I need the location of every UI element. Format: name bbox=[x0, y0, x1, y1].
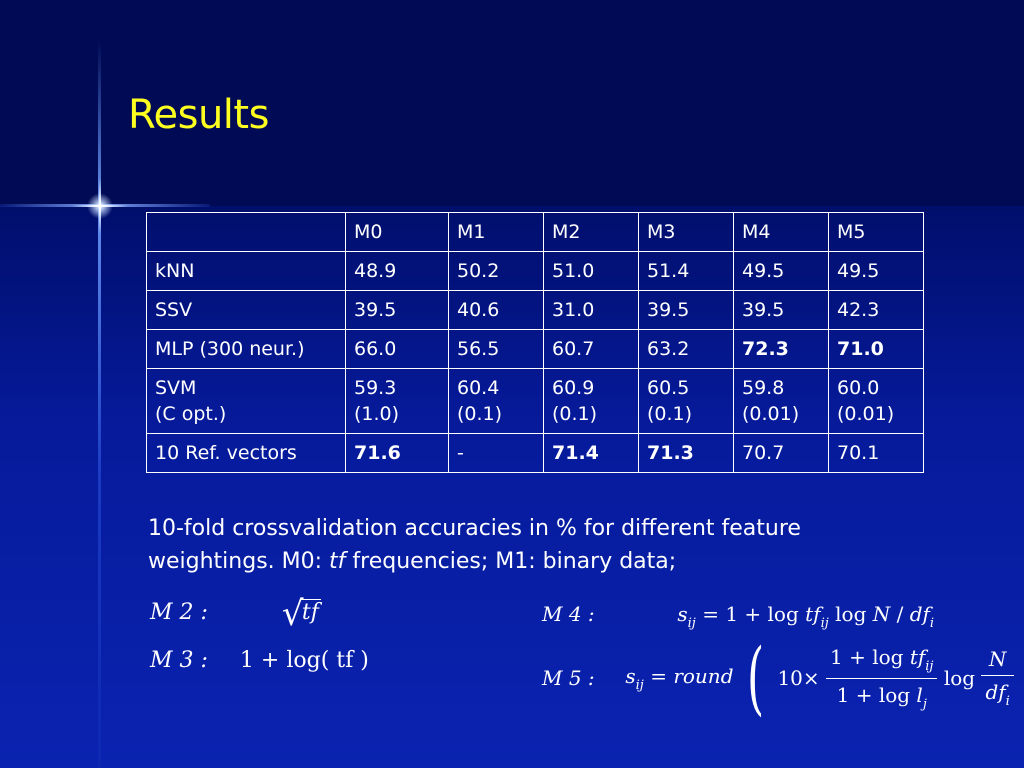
table-cell-best: 72.3 bbox=[733, 329, 829, 369]
formula-m5-label: M 5 : bbox=[542, 666, 595, 690]
formula-m4: M 4 : sij = 1 + log tfij log N / dfi bbox=[542, 602, 934, 631]
table-cell-best: 71.3 bbox=[638, 433, 734, 473]
cell-value: 59.3 bbox=[354, 377, 397, 399]
table-cell: 50.2 bbox=[448, 251, 544, 291]
table-cell: - bbox=[448, 433, 544, 473]
table-cell: 40.6 bbox=[448, 290, 544, 330]
table-header-cell: M0 bbox=[345, 212, 449, 252]
table-header-cell: M1 bbox=[448, 212, 544, 252]
caption-tf: tf bbox=[329, 549, 346, 574]
cell-param: (0.01) bbox=[837, 403, 895, 425]
table-row: SVM (C opt.) 59.3 (1.0) 60.4 (0.1) 60.9 (0.1… bbox=[146, 368, 924, 434]
row-label: SVM (C opt.) bbox=[146, 368, 346, 434]
table-cell: 42.3 bbox=[828, 290, 924, 330]
table-header-cell: M3 bbox=[638, 212, 734, 252]
formula-m5: M 5 : sij = round ( 10× 1 + log tfij 1 +… bbox=[542, 638, 1024, 718]
slide-title: Results bbox=[128, 92, 269, 138]
row-label: MLP (300 neur.) bbox=[146, 329, 346, 369]
formula-m5-factor: 10× bbox=[777, 666, 820, 690]
table-cell: 49.5 bbox=[733, 251, 829, 291]
sqrt-expression: √ tf bbox=[282, 594, 321, 634]
row-label-line1: SVM bbox=[155, 377, 197, 399]
formula-m5-log: log bbox=[943, 666, 976, 690]
table-row: SSV 39.5 40.6 31.0 39.5 39.5 42.3 bbox=[146, 290, 924, 330]
formula-m2-expr: tf bbox=[299, 599, 321, 625]
table-cell: 70.7 bbox=[733, 433, 829, 473]
cell-value: 60.9 bbox=[552, 377, 595, 399]
sparkle-horizontal-ray bbox=[72, 205, 128, 207]
results-table: M0 M1 M2 M3 M4 M5 kNN 48.9 50.2 51.0 51.… bbox=[146, 212, 924, 473]
row-label: SSV bbox=[146, 290, 346, 330]
cell-param: (0.1) bbox=[457, 403, 503, 425]
slide-header-band bbox=[0, 0, 1024, 206]
table-caption: 10-fold crossvalidation accuracies in % … bbox=[148, 512, 928, 578]
cell-value: 59.8 bbox=[742, 377, 785, 399]
formula-m2-label: M 2 : bbox=[150, 600, 208, 625]
table-cell-best: 71.4 bbox=[543, 433, 639, 473]
table-header-row: M0 M1 M2 M3 M4 M5 bbox=[146, 212, 924, 252]
formula-m4-expr: sij = 1 + log tfij log N / dfi bbox=[677, 602, 935, 631]
table-row: kNN 48.9 50.2 51.0 51.4 49.5 49.5 bbox=[146, 251, 924, 291]
table-cell: 60.5 (0.1) bbox=[638, 368, 734, 434]
row-label: 10 Ref. vectors bbox=[146, 433, 346, 473]
table-cell: 56.5 bbox=[448, 329, 544, 369]
table-cell: 60.9 (0.1) bbox=[543, 368, 639, 434]
cell-value: 60.5 bbox=[647, 377, 690, 399]
row-label-line2: (C opt.) bbox=[155, 403, 227, 425]
table-cell: 31.0 bbox=[543, 290, 639, 330]
cell-value: 60.4 bbox=[457, 377, 500, 399]
table-cell: 59.8 (0.01) bbox=[733, 368, 829, 434]
formula-m4-label: M 4 : bbox=[542, 602, 595, 626]
table-cell: 70.1 bbox=[828, 433, 924, 473]
cell-value: 60.0 bbox=[837, 377, 880, 399]
row-label: kNN bbox=[146, 251, 346, 291]
table-cell-best: 71.0 bbox=[828, 329, 924, 369]
formula-m5-expr: sij = round bbox=[625, 663, 734, 693]
table-cell: 51.4 bbox=[638, 251, 734, 291]
table-cell: 60.7 bbox=[543, 329, 639, 369]
table-cell: 51.0 bbox=[543, 251, 639, 291]
left-paren-icon: ( bbox=[746, 631, 765, 724]
table-cell: 59.3 (1.0) bbox=[345, 368, 449, 434]
formula-m3-expr: 1 + log( tf ) bbox=[239, 648, 369, 673]
table-cell: 39.5 bbox=[638, 290, 734, 330]
table-header-cell: M2 bbox=[543, 212, 639, 252]
table-cell: 60.4 (0.1) bbox=[448, 368, 544, 434]
formula-m3-label: M 3 : bbox=[150, 648, 208, 673]
cell-param: (0.01) bbox=[742, 403, 800, 425]
table-cell: 48.9 bbox=[345, 251, 449, 291]
table-row: MLP (300 neur.) 66.0 56.5 60.7 63.2 72.3… bbox=[146, 329, 924, 369]
table-header-cell bbox=[146, 212, 346, 252]
table-cell: 63.2 bbox=[638, 329, 734, 369]
formula-m5-fraction2: N dfi bbox=[981, 647, 1014, 709]
table-cell: 60.0 (0.01) bbox=[828, 368, 924, 434]
table-cell: 49.5 bbox=[828, 251, 924, 291]
cell-param: (0.1) bbox=[552, 403, 598, 425]
table-cell-best: 71.6 bbox=[345, 433, 449, 473]
caption-part1: 10-fold crossvalidation accuracies in % … bbox=[148, 516, 801, 574]
table-cell: 39.5 bbox=[345, 290, 449, 330]
formula-m2: M 2 : √ tf bbox=[150, 594, 321, 634]
table-header-cell: M5 bbox=[828, 212, 924, 252]
table-header-cell: M4 bbox=[733, 212, 829, 252]
table-cell: 66.0 bbox=[345, 329, 449, 369]
formula-m3: M 3 : 1 + log( tf ) bbox=[150, 648, 369, 673]
decorative-vertical-line bbox=[98, 40, 101, 768]
table-cell: 39.5 bbox=[733, 290, 829, 330]
cell-param: (1.0) bbox=[354, 403, 400, 425]
table-row: 10 Ref. vectors 71.6 - 71.4 71.3 70.7 70… bbox=[146, 433, 924, 473]
sqrt-icon: √ bbox=[281, 594, 304, 634]
cell-param: (0.1) bbox=[647, 403, 693, 425]
formula-m5-fraction1: 1 + log tfij 1 + log lj bbox=[826, 645, 938, 712]
caption-part2: frequencies; M1: binary data; bbox=[352, 549, 677, 574]
